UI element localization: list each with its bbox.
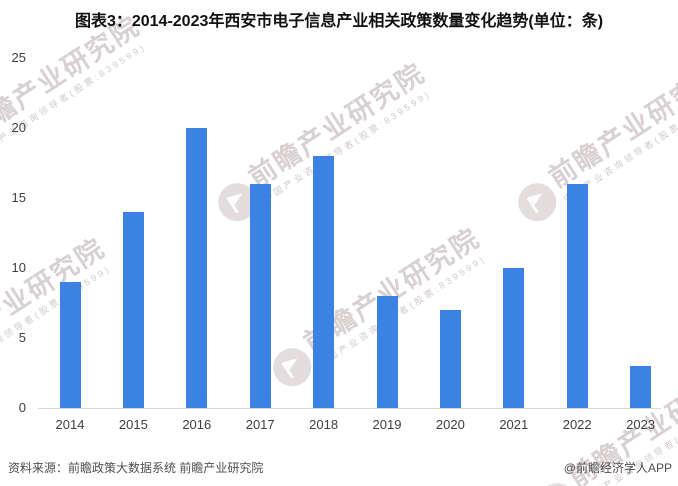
x-tick-label: 2019 <box>372 417 402 432</box>
y-tick-label: 10 <box>11 260 26 275</box>
y-tick-label: 25 <box>11 50 26 65</box>
source-note: 资料来源：前瞻政策大数据系统 前瞻产业研究院 <box>8 461 264 475</box>
bar-2014 <box>59 282 81 408</box>
y-tick-label: 5 <box>18 330 26 345</box>
bar-2022 <box>566 184 588 408</box>
bar-2020 <box>439 310 461 408</box>
y-tick-label: 20 <box>11 120 26 135</box>
x-tick-label: 2020 <box>435 417 465 432</box>
credit-note: @前瞻经济学人APP <box>563 461 672 475</box>
x-tick-label: 2015 <box>118 417 148 432</box>
bar-2019 <box>376 296 398 408</box>
x-tick-label: 2014 <box>55 417 85 432</box>
chart-title: 图表3：2014-2023年西安市电子信息产业相关政策数量变化趋势(单位：条) <box>74 13 604 30</box>
y-tick-label: 0 <box>18 400 26 415</box>
bar-2016 <box>186 128 208 408</box>
y-tick-label: 15 <box>11 190 26 205</box>
bar-2021 <box>503 268 525 408</box>
x-tick-label: 2016 <box>182 417 212 432</box>
x-tick-label: 2018 <box>309 417 339 432</box>
bar-2015 <box>122 212 144 408</box>
x-tick-label: 2017 <box>245 417 275 432</box>
x-tick-label: 2021 <box>499 417 529 432</box>
x-tick-label: 2022 <box>562 417 592 432</box>
x-tick-label: 2023 <box>626 417 656 432</box>
bar-2017 <box>249 184 271 408</box>
x-axis-line <box>38 408 661 409</box>
bar-2018 <box>313 156 335 408</box>
bar-2023 <box>630 366 652 408</box>
